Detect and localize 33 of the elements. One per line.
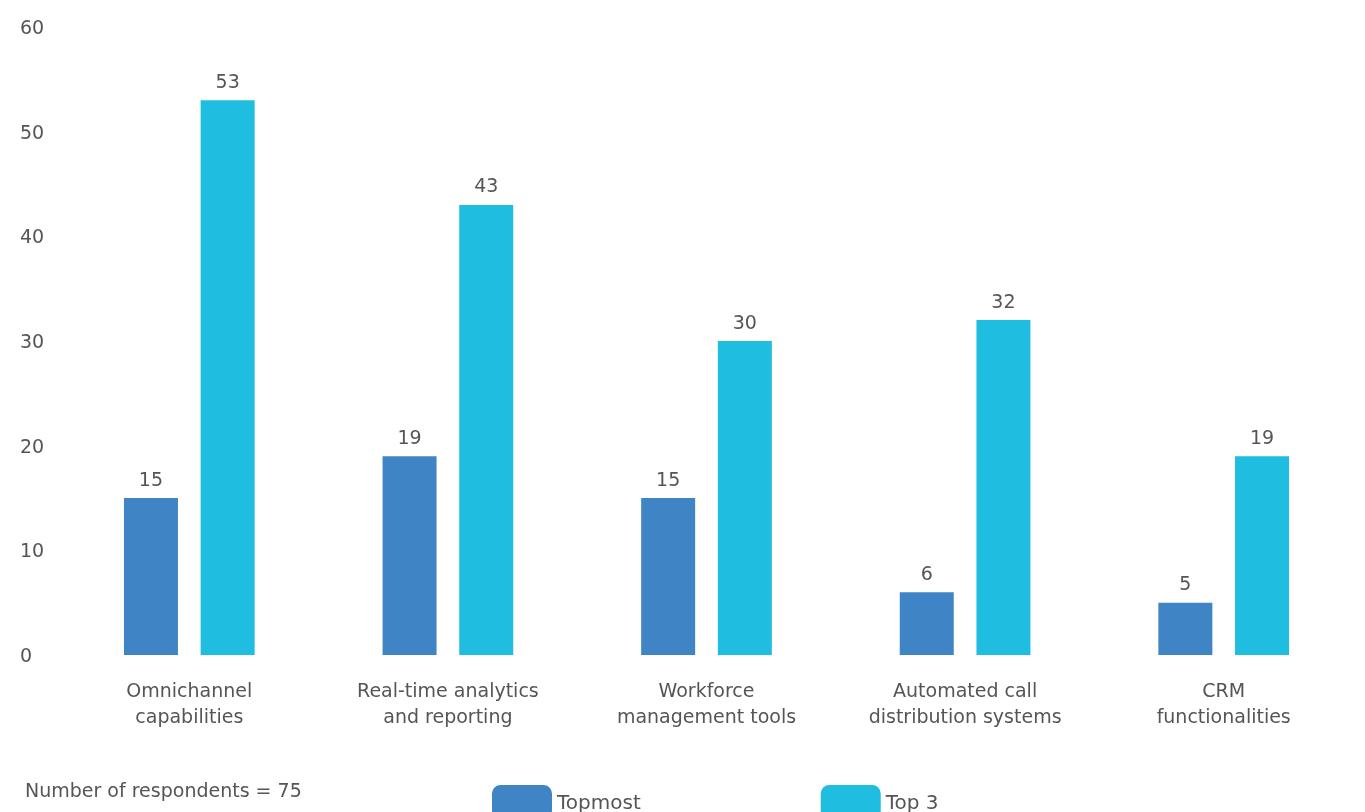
bar — [717, 341, 772, 655]
bar — [1235, 456, 1290, 655]
bar — [382, 456, 437, 655]
data-label: 43 — [474, 174, 499, 197]
bar — [1158, 602, 1213, 655]
x-tick-label: Workforce management tools — [616, 679, 797, 727]
y-tick-label: 30 — [20, 330, 45, 352]
text: Number of respondents = 75 — [25, 778, 302, 801]
data-label: 15 — [656, 467, 681, 490]
bar — [899, 592, 954, 655]
x-tick-label: Real-time analytics and reporting — [357, 679, 539, 727]
data-label: 53 — [215, 69, 240, 92]
data-label: 19 — [397, 425, 422, 448]
data-label: 32 — [991, 289, 1016, 312]
data-label: 6 — [920, 561, 933, 584]
y-tick-label: 20 — [20, 434, 45, 457]
bar — [200, 100, 255, 655]
bar — [641, 498, 696, 655]
data-label: 5 — [1179, 572, 1192, 595]
x-tick-label: CRM functionalities — [1156, 679, 1291, 727]
data-label: 15 — [138, 467, 164, 490]
y-tick-label: 50 — [20, 120, 45, 143]
data-label: 19 — [1249, 425, 1275, 448]
data-label: 30 — [732, 310, 757, 333]
bar — [123, 498, 178, 655]
bar — [976, 320, 1031, 655]
bar — [459, 204, 514, 655]
y-tick-label: 60 — [20, 16, 45, 38]
y-tick-label: 40 — [20, 225, 45, 248]
x-tick-label: Omnichannel capabilities — [126, 679, 253, 727]
y-tick-label: 0 — [20, 644, 33, 666]
x-tick-label: Automated call distribution systems — [868, 679, 1062, 727]
y-tick-label: 10 — [20, 539, 45, 562]
